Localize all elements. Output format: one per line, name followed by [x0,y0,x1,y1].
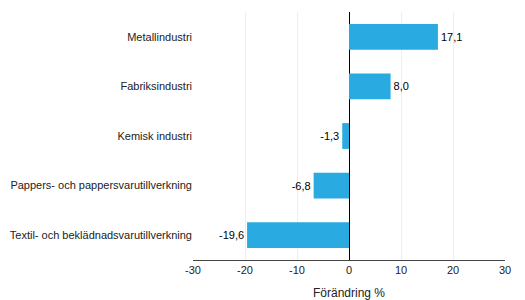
svg-text:0: 0 [346,264,352,276]
svg-text:Förändring %: Förändring % [313,286,385,300]
svg-text:-10: -10 [289,264,305,276]
svg-text:-30: -30 [185,264,201,276]
svg-text:Pappers- och pappersvarutillve: Pappers- och pappersvarutillverkning [10,179,192,191]
svg-text:30: 30 [499,264,511,276]
svg-text:Metallindustri: Metallindustri [127,31,192,43]
svg-text:-19,6: -19,6 [219,229,244,241]
svg-text:20: 20 [447,264,459,276]
svg-text:Kemisk industri: Kemisk industri [117,130,192,142]
svg-text:17,1: 17,1 [441,31,462,43]
svg-text:10: 10 [395,264,407,276]
svg-text:-6,8: -6,8 [292,180,311,192]
svg-text:Textil- och beklädnadsvarutill: Textil- och beklädnadsvarutillverkning [10,229,192,241]
svg-text:-1,3: -1,3 [320,130,339,142]
svg-text:Fabriksindustri: Fabriksindustri [120,80,192,92]
svg-text:-20: -20 [237,264,253,276]
svg-text:8,0: 8,0 [394,80,409,92]
